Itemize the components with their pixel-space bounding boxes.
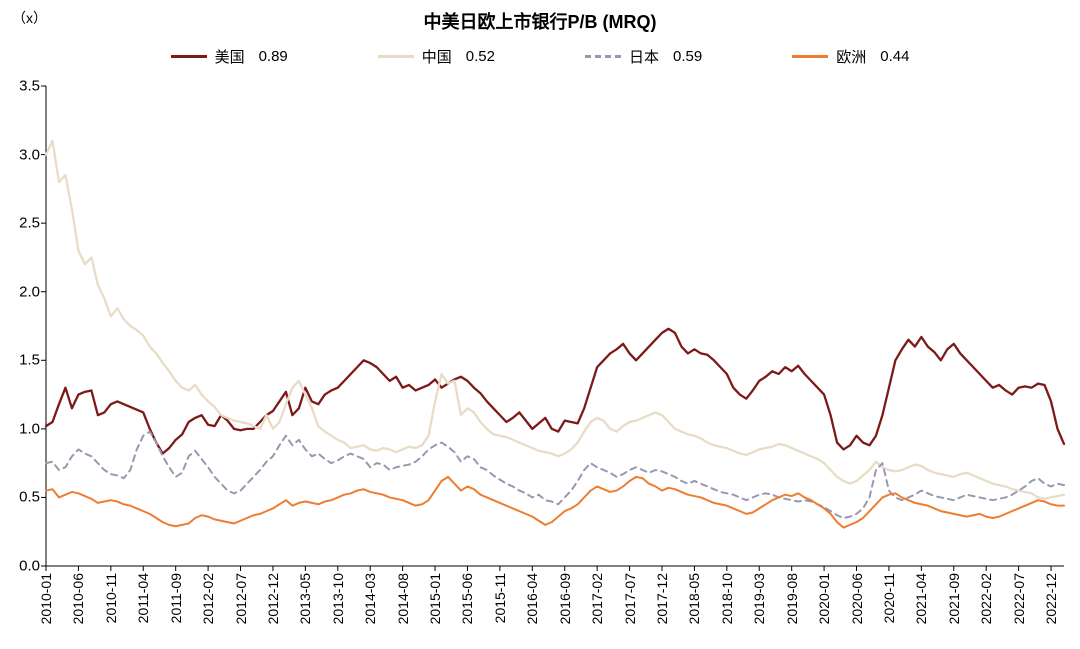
x-tick-label: 2013-10 <box>330 573 346 624</box>
x-tick-label: 2020-01 <box>816 573 832 624</box>
legend-swatch-cn <box>378 55 414 58</box>
x-tick-label: 2014-08 <box>395 573 411 624</box>
y-tick-label: 3.5 <box>19 78 40 95</box>
x-tick-label: 2010-11 <box>103 573 119 623</box>
x-tick-label: 2016-04 <box>524 573 540 624</box>
x-tick-label: 2015-01 <box>427 573 443 624</box>
x-tick-label: 2020-06 <box>849 573 865 624</box>
y-tick-label: 1.5 <box>19 352 40 369</box>
x-tick-label: 2021-04 <box>913 573 929 624</box>
y-tick-label: 2.0 <box>19 283 40 300</box>
x-tick-label: 2011-09 <box>168 573 184 623</box>
plot-area: 0.00.51.01.52.02.53.03.52010-012010-0620… <box>46 86 1064 566</box>
y-tick-label: 3.0 <box>19 146 40 163</box>
legend-value-eu: 0.44 <box>880 48 909 65</box>
legend-swatch-us <box>171 55 207 58</box>
x-tick-label: 2018-10 <box>719 573 735 624</box>
x-tick-label: 2013-05 <box>297 573 313 624</box>
series-line-jp <box>46 432 1064 518</box>
y-tick-label: 0.0 <box>19 558 40 575</box>
x-tick-label: 2015-11 <box>492 573 508 623</box>
legend-label-us: 美国 <box>215 46 245 67</box>
legend: 美国 0.89 中国 0.52 日本 0.59 欧洲 0.44 <box>0 46 1080 67</box>
legend-label-jp: 日本 <box>629 46 659 67</box>
chart-title: 中美日欧上市银行P/B (MRQ) <box>0 8 1080 34</box>
x-tick-label: 2018-05 <box>686 573 702 624</box>
series-line-eu <box>46 477 1064 528</box>
x-tick-label: 2016-09 <box>557 573 573 624</box>
legend-label-cn: 中国 <box>422 46 452 67</box>
legend-item-cn: 中国 0.52 <box>378 46 495 67</box>
y-tick-label: 2.5 <box>19 215 40 232</box>
x-tick-label: 2012-02 <box>200 573 216 624</box>
x-tick-label: 2012-12 <box>265 573 281 624</box>
x-tick-label: 2021-09 <box>946 573 962 624</box>
x-tick-label: 2015-06 <box>459 573 475 624</box>
x-tick-label: 2014-03 <box>362 573 378 624</box>
x-tick-label: 2017-07 <box>622 573 638 624</box>
legend-value-us: 0.89 <box>259 48 288 65</box>
x-tick-label: 2022-02 <box>978 573 994 624</box>
x-tick-label: 2022-12 <box>1043 573 1059 624</box>
legend-item-jp: 日本 0.59 <box>585 46 702 67</box>
x-tick-label: 2010-01 <box>38 573 54 624</box>
chart-container: （x） 中美日欧上市银行P/B (MRQ) 美国 0.89 中国 0.52 日本… <box>0 0 1080 649</box>
x-tick-label: 2012-07 <box>233 573 249 624</box>
series-line-cn <box>46 141 1064 499</box>
x-tick-label: 2017-12 <box>654 573 670 624</box>
x-tick-label: 2020-11 <box>881 573 897 623</box>
legend-swatch-jp <box>585 55 621 58</box>
legend-item-eu: 欧洲 0.44 <box>792 46 909 67</box>
x-tick-label: 2019-08 <box>784 573 800 624</box>
y-tick-label: 1.0 <box>19 420 40 437</box>
legend-value-cn: 0.52 <box>466 48 495 65</box>
x-tick-label: 2017-02 <box>589 573 605 624</box>
x-tick-label: 2010-06 <box>70 573 86 624</box>
x-tick-label: 2019-03 <box>751 573 767 624</box>
y-tick-label: 0.5 <box>19 489 40 506</box>
legend-swatch-eu <box>792 55 828 58</box>
legend-value-jp: 0.59 <box>673 48 702 65</box>
plot-svg <box>46 86 1064 566</box>
x-tick-label: 2022-07 <box>1011 573 1027 624</box>
x-tick-label: 2011-04 <box>135 573 151 623</box>
legend-label-eu: 欧洲 <box>836 46 866 67</box>
legend-item-us: 美国 0.89 <box>171 46 288 67</box>
